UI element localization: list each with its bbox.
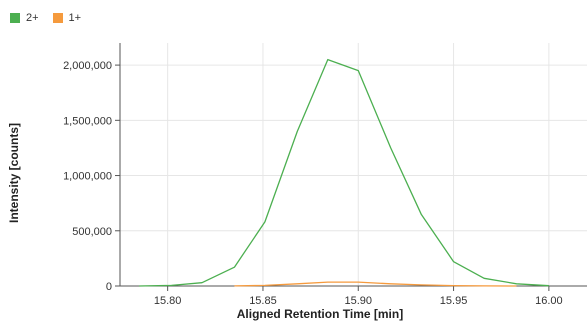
grid-lines <box>120 43 587 286</box>
tick-labels: 15.80 15.85 15.90 15.95 16.00 0 500,000 1,000,0… <box>63 60 563 307</box>
axes <box>115 43 587 291</box>
x-tick-label: 16.00 <box>535 295 563 307</box>
legend-label-2plus: 2+ <box>26 12 39 24</box>
series-line-1plus <box>234 281 517 287</box>
legend-swatch-1plus <box>52 13 63 23</box>
chart-legend: 2+ 1+ <box>10 10 81 26</box>
legend-item-1plus[interactable]: 1+ <box>52 12 82 24</box>
y-tick-label: 0 <box>106 281 112 293</box>
x-tick-label: 15.85 <box>249 295 277 307</box>
legend-swatch-2plus <box>10 13 20 23</box>
x-axis-title: Aligned Retention Time [min] <box>237 307 403 321</box>
legend-label-1plus: 1+ <box>68 12 82 24</box>
series-lines <box>139 58 549 287</box>
x-tick-label: 15.95 <box>440 295 468 307</box>
y-tick-label: 500,000 <box>72 226 112 238</box>
x-tick-label: 15.90 <box>344 295 372 307</box>
legend-item-2plus[interactable]: 2+ <box>10 12 39 24</box>
y-tick-label: 1,000,000 <box>63 171 112 183</box>
y-tick-label: 2,000,000 <box>63 60 112 72</box>
series-line-2plus <box>139 58 549 287</box>
x-tick-label: 15.80 <box>154 295 182 307</box>
y-tick-label: 1,500,000 <box>63 115 112 127</box>
y-axis-title: Intensity [counts] <box>7 123 21 223</box>
